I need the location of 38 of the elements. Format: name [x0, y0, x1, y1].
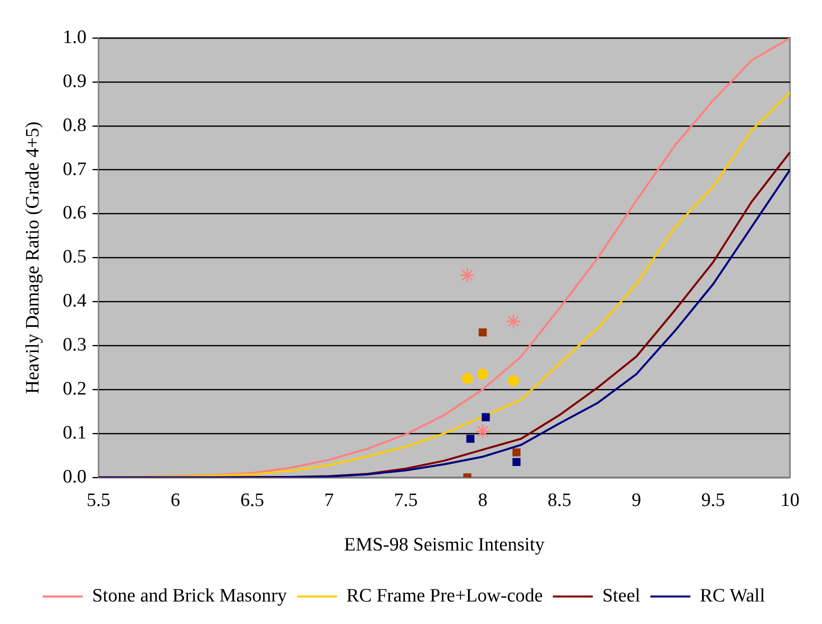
y-tick-label: 0.4: [62, 290, 88, 312]
y-tick-label: 0.0: [62, 466, 87, 488]
point: [482, 413, 490, 422]
point: [466, 434, 474, 443]
y-tick-label: 0.2: [62, 378, 87, 400]
point: [477, 368, 488, 380]
x-tick-label: 6.5: [240, 490, 264, 511]
x-tick-label: 7.5: [394, 490, 418, 511]
y-tick-label: 0.9: [62, 70, 87, 92]
point: [474, 424, 490, 440]
x-tick-label: 5.5: [86, 490, 110, 511]
legend-label: Steel: [602, 585, 640, 606]
x-tick-label: 10: [780, 490, 800, 511]
y-tick-label: 0.8: [62, 114, 87, 136]
y-tick-label: 0.7: [62, 158, 87, 180]
x-tick-label: 6: [170, 490, 180, 511]
y-tick-label: 0.1: [62, 422, 87, 444]
y-tick-label: 0.5: [62, 246, 87, 268]
point: [460, 268, 476, 284]
x-tick-label: 9: [632, 490, 642, 511]
point: [478, 328, 487, 336]
y-tick-label: 0.3: [62, 334, 87, 356]
point: [506, 314, 522, 330]
x-axis-title: EMS-98 Seismic Intensity: [344, 534, 546, 556]
y-tick-label: 1.0: [62, 26, 87, 48]
legend-label: Stone and Brick Masonry: [92, 585, 288, 606]
x-tick-label: 7: [324, 490, 334, 511]
point: [512, 448, 521, 456]
x-tick-label: 8: [478, 490, 488, 511]
point: [462, 373, 473, 384]
x-tick-label: 9.5: [701, 490, 726, 511]
y-axis-title: Heavily Damage Ratio (Grade 4+5): [22, 121, 44, 394]
y-tick-label: 0.6: [62, 202, 87, 224]
point: [512, 458, 521, 466]
point: [508, 375, 519, 386]
legend-label: RC Frame Pre+Low-code: [346, 585, 543, 606]
legend-label: RC Wall: [700, 585, 765, 606]
x-tick-label: 8.5: [548, 490, 572, 511]
